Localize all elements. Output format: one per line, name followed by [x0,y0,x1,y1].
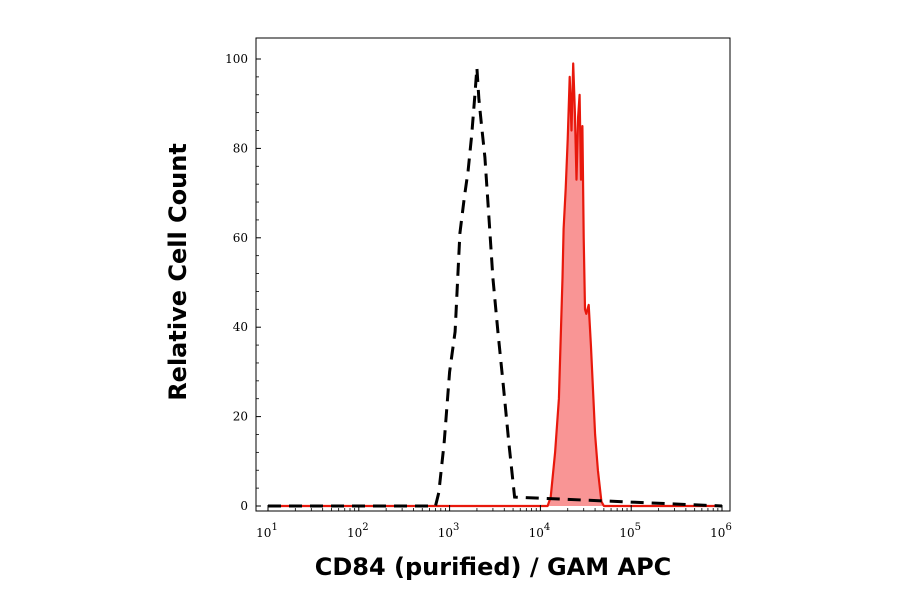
x-tick-label: 101 [256,522,278,540]
y-axis-title: Relative Cell Count [164,143,192,401]
series-0-line [268,67,723,508]
x-tick-label: 104 [529,522,551,540]
y-tick-label: 0 [240,499,248,513]
plot-frame [255,37,731,512]
x-axis-ticks: 101 102 103 104 105 106 [256,505,732,540]
y-tick-label: 20 [233,410,248,424]
x-tick-label: 106 [710,522,732,540]
x-tick-label: 103 [438,522,460,540]
series-1-line [268,62,722,508]
y-tick-label: 80 [233,141,248,155]
y-axis-ticks: 0 20 40 60 80 100 [225,52,261,513]
y-tick-label: 100 [225,52,248,66]
y-tick-label: 40 [233,320,248,334]
x-tick-label: 102 [347,522,369,540]
series-layer [268,62,723,508]
y-tick-label: 60 [233,231,248,245]
x-axis-title: CD84 (purified) / GAM APC [315,553,672,581]
x-tick-label: 105 [619,522,641,540]
